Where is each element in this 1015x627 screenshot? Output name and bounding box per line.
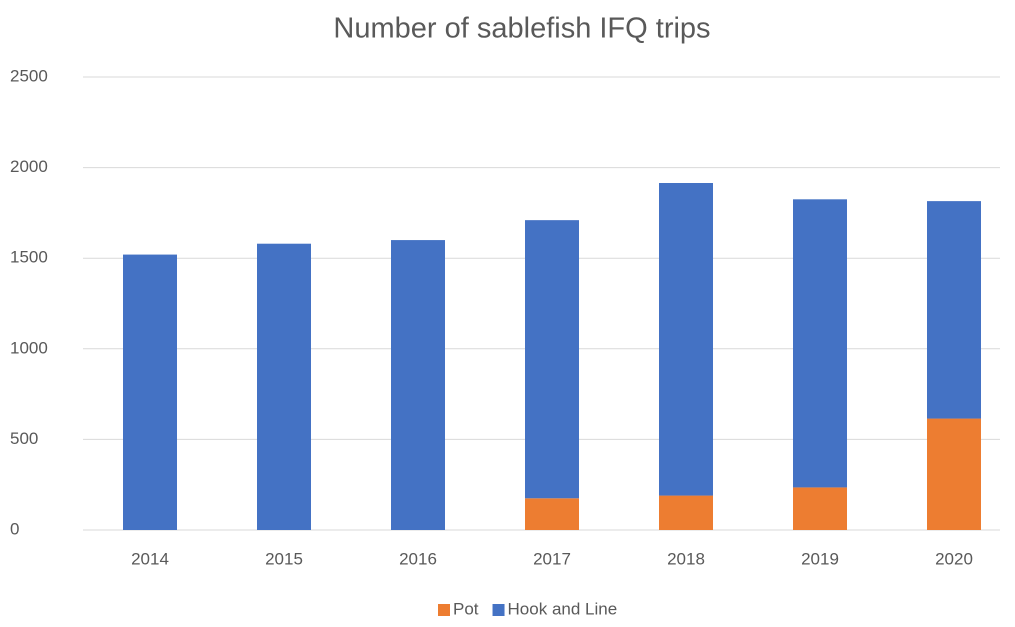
bar-segment [525,498,579,530]
y-tick-label: 1000 [10,338,48,357]
x-tick-label: 2020 [935,549,973,568]
x-tick-label: 2019 [801,549,839,568]
y-tick-label: 1500 [10,248,48,267]
bar-segment [659,495,713,530]
x-tick-label: 2015 [265,549,303,568]
bar-segment [793,487,847,530]
bar-segment [927,201,981,419]
bar-segment [525,220,579,499]
bar-segment [927,418,981,530]
bar-segment [257,243,311,531]
x-tick-label: 2016 [399,549,437,568]
y-tick-label: 2000 [10,157,48,176]
x-tick-label: 2017 [533,549,571,568]
chart-title: Number of sablefish IFQ trips [333,13,710,45]
bar-segment [391,240,445,530]
y-tick-label: 0 [10,519,19,538]
legend-swatch [438,604,450,616]
x-tick-label: 2014 [131,549,169,568]
bar-segment [123,254,177,531]
legend-label: Hook and Line [508,599,618,618]
y-tick-label: 2500 [10,66,48,85]
legend-swatch [492,604,505,616]
y-tick-label: 500 [10,429,38,448]
bar-segment [793,199,847,488]
legend-label: Pot [453,599,479,618]
x-tick-label: 2018 [667,549,705,568]
bar-segment [659,183,713,496]
